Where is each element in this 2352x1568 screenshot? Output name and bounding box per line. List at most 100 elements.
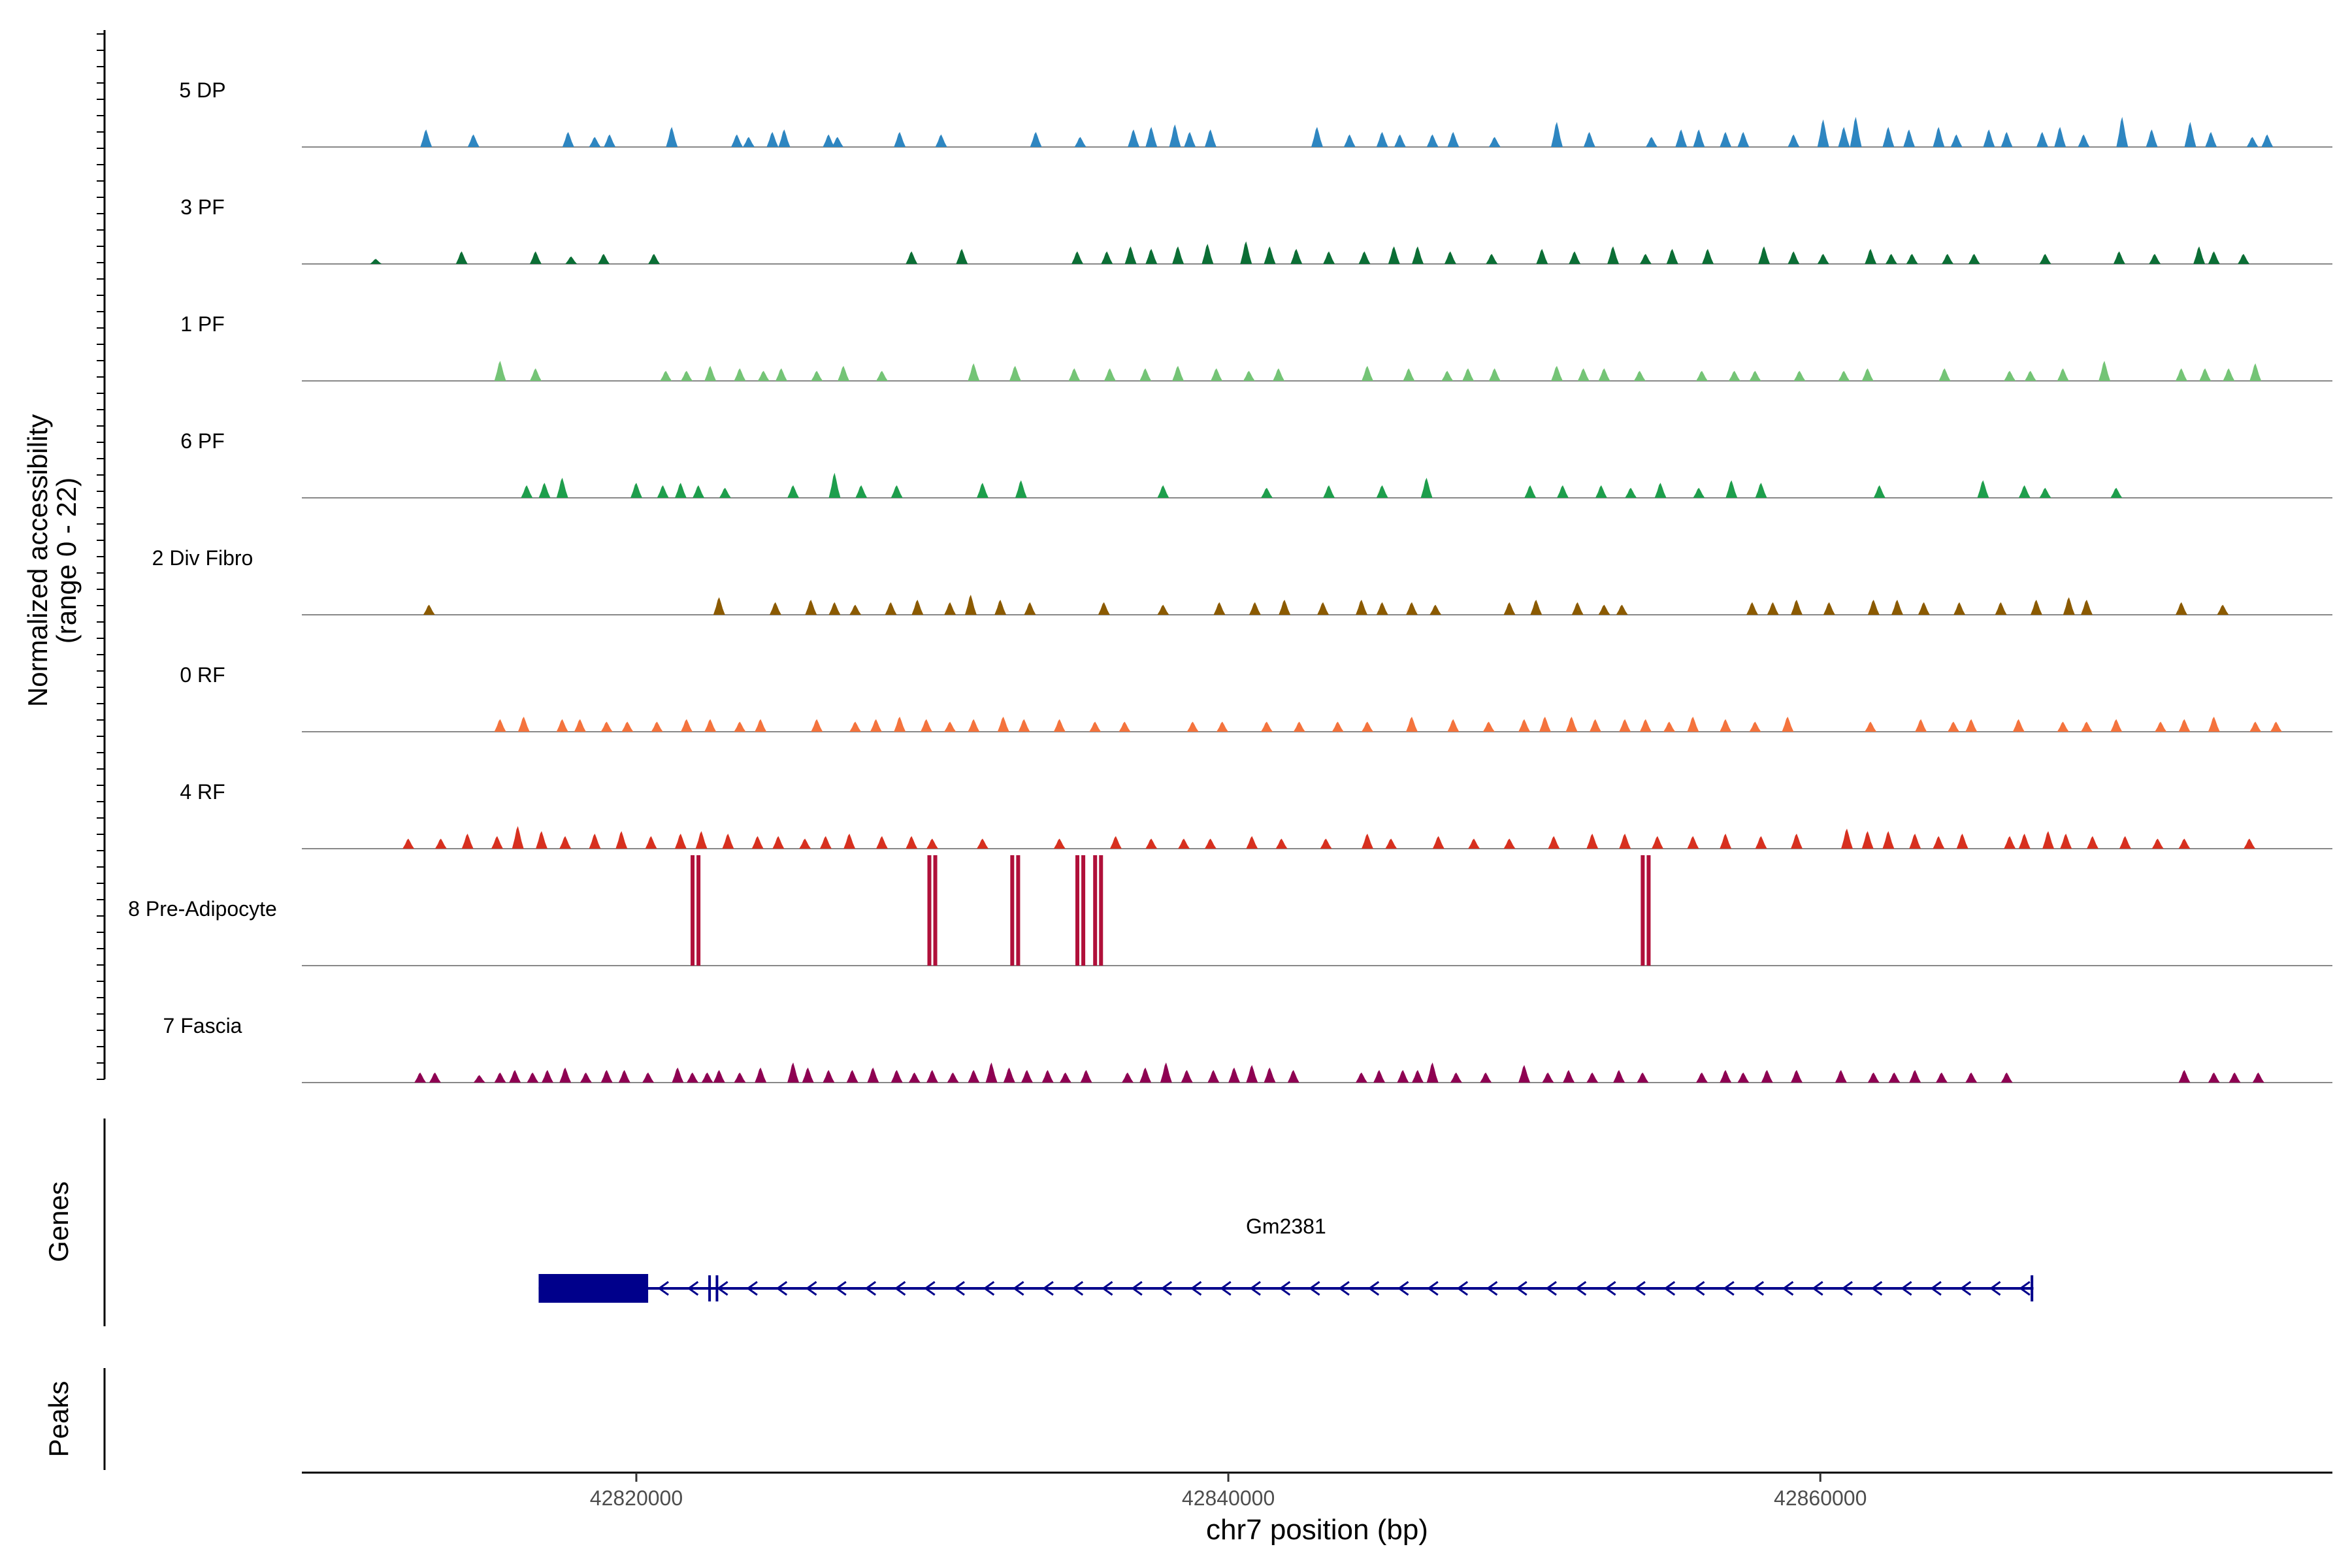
- coverage-peak: [935, 134, 947, 147]
- strand-arrow: [1220, 1281, 1232, 1296]
- track-3-pf: 3 PF: [180, 195, 2332, 265]
- coverage-peak: [1607, 246, 1620, 264]
- coverage-peak: [2155, 721, 2167, 732]
- coverage-peak: [757, 370, 770, 381]
- coverage-peak: [1128, 129, 1140, 147]
- coverage-peak: [1788, 134, 1800, 147]
- coverage-peak: [2110, 487, 2123, 498]
- strand-arrow: [1249, 1281, 1261, 1296]
- coverage-peak: [1909, 1070, 1921, 1083]
- coverage-peak: [1240, 241, 1252, 264]
- coverage-peak: [1181, 1070, 1193, 1083]
- coverage-peak: [2246, 137, 2259, 147]
- coverage-peak: [802, 1068, 814, 1083]
- coverage-peak: [1320, 838, 1332, 849]
- strand-arrow: [1279, 1281, 1291, 1296]
- peaks-panel: Peaks: [43, 1368, 106, 1470]
- coverage-peak: [704, 719, 717, 732]
- coverage-peak: [1217, 721, 1228, 732]
- coverage-peak: [1101, 251, 1113, 264]
- coverage-peak: [1429, 604, 1442, 615]
- coverage-peak: [1243, 370, 1255, 381]
- coverage-peak: [1362, 721, 1373, 732]
- coverage-peak: [645, 836, 657, 849]
- coverage-peak: [1646, 137, 1658, 147]
- coverage-peak: [906, 251, 918, 264]
- track-label: 8 Pre-Adipocyte: [128, 897, 277, 921]
- strand-arrow: [746, 1281, 758, 1296]
- coverage-peak: [1323, 251, 1335, 264]
- coverage-peak: [1275, 838, 1288, 849]
- coverage-peak: [1838, 127, 1850, 147]
- coverage-peak: [1311, 127, 1323, 147]
- coverage-peak: [1749, 370, 1761, 381]
- coverage-peak: [828, 602, 841, 615]
- coverage-peak: [517, 717, 530, 732]
- coverage-peak: [2004, 836, 2016, 849]
- coverage-peak: [906, 836, 918, 849]
- coverage-peak: [2060, 834, 2072, 849]
- strand-arrow: [1901, 1281, 1912, 1296]
- coverage-peak: [1841, 828, 1853, 849]
- coverage-peak: [1089, 721, 1102, 732]
- coverage-peak: [1343, 134, 1356, 147]
- strand-arrow: [1013, 1281, 1024, 1296]
- coverage-peak: [876, 836, 888, 849]
- coverage-peak: [666, 127, 678, 147]
- strand-arrow: [1160, 1281, 1173, 1296]
- x-tick-label: 42840000: [1182, 1486, 1275, 1510]
- coverage-peak: [890, 485, 903, 498]
- coverage-peak: [1586, 1072, 1599, 1083]
- coverage-peak: [1261, 721, 1273, 732]
- coverage-peak: [843, 834, 856, 849]
- coverage-peak: [1420, 478, 1433, 498]
- coverage-peak: [832, 137, 843, 147]
- coverage-peak: [997, 717, 1009, 732]
- coverage-peak: [2252, 1072, 2264, 1083]
- coverage-peak: [1867, 600, 1880, 615]
- coverage-peak: [648, 253, 661, 264]
- coverage-peak: [1139, 368, 1152, 381]
- coverage-peak: [2208, 1072, 2220, 1083]
- coverage-peak: [1016, 855, 1021, 966]
- coverage-peak: [1995, 602, 2007, 615]
- coverage-peak: [1693, 129, 1705, 147]
- coverage-peak: [429, 1072, 441, 1083]
- coverage-peak: [2081, 600, 2093, 615]
- coverage-peak: [731, 134, 743, 147]
- coverage-peak: [1891, 600, 1903, 615]
- coverage-peak: [1953, 602, 1966, 615]
- coverage-peak: [1551, 366, 1563, 381]
- strand-arrow: [924, 1281, 936, 1296]
- coverage-peak: [2149, 253, 2161, 264]
- coverage-peak: [1652, 836, 1663, 849]
- coverage-peak: [1041, 1070, 1054, 1083]
- coverage-peak: [589, 137, 601, 147]
- coverage-peak: [1625, 487, 1637, 498]
- coverage-peak: [1666, 249, 1678, 264]
- coverage-peak: [1861, 368, 1874, 381]
- track-label: 5 DP: [179, 78, 225, 102]
- coverage-peak: [1791, 1070, 1803, 1083]
- coverage-peak: [600, 721, 613, 732]
- coverage-peak: [2178, 719, 2191, 732]
- strand-arrow: [805, 1281, 817, 1296]
- coverage-peak: [838, 366, 850, 381]
- track-label: 2 Div Fibro: [152, 546, 253, 570]
- strand-arrow: [1723, 1281, 1735, 1296]
- coverage-peak: [1838, 370, 1850, 381]
- coverage-peak: [1782, 717, 1794, 732]
- coverage-peak: [1264, 246, 1276, 264]
- coverage-peak: [1791, 834, 1803, 849]
- coverage-peak: [1246, 836, 1258, 849]
- coverage-peak: [2151, 838, 2164, 849]
- coverage-peak: [1793, 370, 1806, 381]
- coverage-peak: [2116, 116, 2129, 147]
- coverage-peak: [529, 368, 542, 381]
- coverage-peak: [1030, 132, 1042, 147]
- coverage-peak: [2039, 487, 2051, 498]
- coverage-peak: [811, 719, 823, 732]
- coverage-peak: [1053, 838, 1066, 849]
- coverage-tracks: 5 DP 3 PF 1 PF 6 PF 2 Div Fibro 0 RF 4 RF 8 Pre…: [128, 78, 2332, 1083]
- coverage-peak: [1758, 246, 1771, 264]
